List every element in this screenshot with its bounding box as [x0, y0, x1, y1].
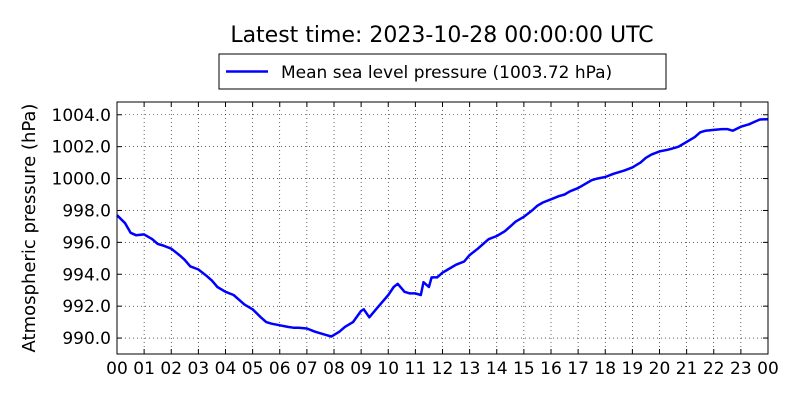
y-axis-label: Atmospheric pressure (hPa)	[19, 104, 40, 353]
x-tick-label: 16	[540, 359, 562, 379]
x-tick-label: 01	[133, 359, 155, 379]
x-tick-label: 00	[106, 359, 128, 379]
plot-frame	[116, 101, 769, 355]
x-tick-labels: 00 01 02 03 04 05 06 07 08 09 10 11 12 13 14 15 16 17 18 19…	[106, 359, 779, 379]
y-tick-label: 998.0	[62, 201, 111, 221]
y-tick-label: 1004.0	[52, 106, 111, 126]
y-tick-label: 992.0	[62, 297, 111, 317]
x-tick-label: 07	[296, 359, 318, 379]
ticks	[116, 102, 769, 354]
x-tick-label: 00	[757, 359, 779, 379]
x-tick-label: 23	[730, 359, 752, 379]
grid	[117, 102, 768, 354]
x-tick-label: 19	[622, 359, 644, 379]
y-tick-label: 990.0	[62, 329, 111, 349]
chart-title: Latest time: 2023-10-28 00:00:00 UTC	[230, 23, 653, 48]
x-tick-label: 02	[160, 359, 182, 379]
legend-box	[218, 53, 667, 90]
x-tick-label: 03	[188, 359, 210, 379]
y-tick-label: 1000.0	[52, 170, 111, 190]
x-tick-label: 08	[323, 359, 345, 379]
x-tick-label: 05	[242, 359, 264, 379]
y-tick-label: 996.0	[62, 233, 111, 253]
series-line-mslp	[116, 117, 769, 338]
x-tick-label: 18	[594, 359, 616, 379]
legend: Mean sea level pressure (1003.72 hPa)	[218, 53, 667, 90]
x-tick-label: 22	[703, 359, 725, 379]
x-tick-label: 20	[649, 359, 671, 379]
x-tick-label: 14	[486, 359, 508, 379]
x-tick-label: 12	[432, 359, 454, 379]
x-tick-label: 15	[513, 359, 535, 379]
x-tick-label: 06	[269, 359, 291, 379]
y-tick-labels: 990.0 992.0 994.0 996.0 998.0 1000.0 1002.0 100…	[52, 106, 111, 349]
x-tick-label: 11	[405, 359, 427, 379]
x-tick-label: 04	[215, 359, 237, 379]
y-tick-label: 994.0	[62, 265, 111, 285]
x-tick-label: 13	[459, 359, 481, 379]
x-tick-label: 21	[676, 359, 698, 379]
x-tick-label: 10	[377, 359, 399, 379]
x-tick-label: 09	[350, 359, 372, 379]
legend-label: Mean sea level pressure (1003.72 hPa)	[281, 63, 612, 83]
y-tick-label: 1002.0	[52, 138, 111, 158]
x-tick-label: 17	[567, 359, 589, 379]
